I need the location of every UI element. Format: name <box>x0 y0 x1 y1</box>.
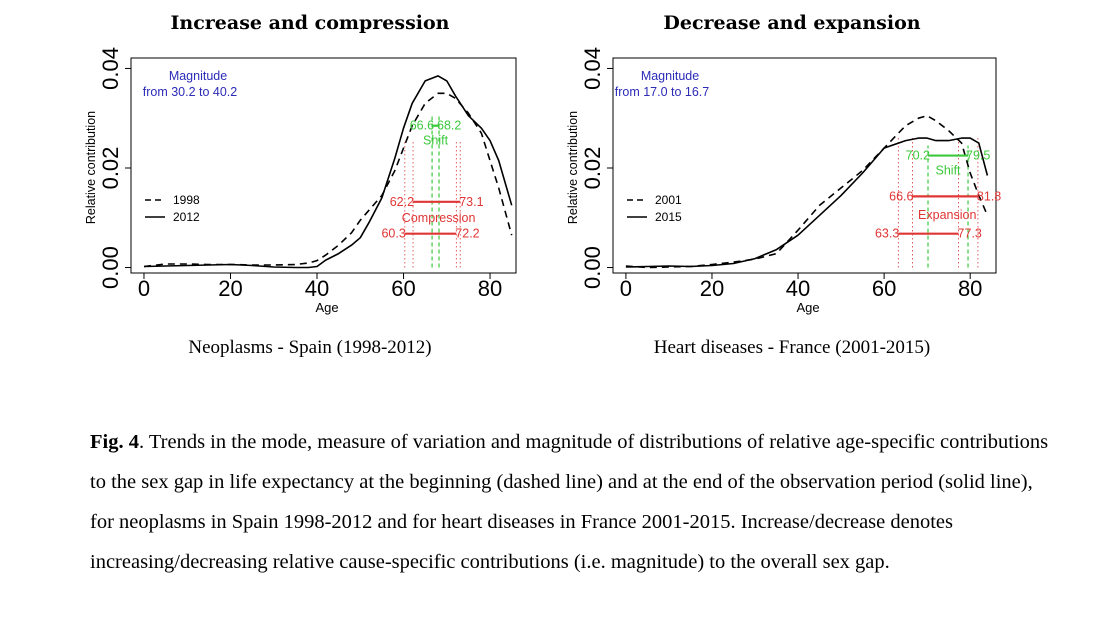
x-tick-label: 80 <box>958 276 982 301</box>
spread-to-label: 72.2 <box>455 227 479 241</box>
y-tick-label: 0.04 <box>98 47 123 90</box>
chart-panel-2: Decrease and expansion Heart diseases - F… <box>566 12 1001 358</box>
plot-frame <box>612 57 997 274</box>
spread-to-label: 81.8 <box>977 189 1001 203</box>
x-axis-label: Age <box>796 300 819 315</box>
y-axis-label: Relative contribution <box>566 111 580 224</box>
x-tick-label: 20 <box>700 276 724 301</box>
x-tick-label: 0 <box>620 276 632 301</box>
x-tick-label: 80 <box>478 276 502 301</box>
x-tick-label: 60 <box>391 276 415 301</box>
spread-to-label: 73.1 <box>459 195 483 209</box>
y-tick-label: 0.00 <box>580 246 605 289</box>
magnitude-label: Magnitude <box>641 69 699 83</box>
magnitude-value: from 30.2 to 40.2 <box>143 85 238 99</box>
y-tick-label: 0.02 <box>580 147 605 190</box>
magnitude-label: Magnitude <box>169 69 227 83</box>
spread-to-label: 77.3 <box>958 227 982 241</box>
chart-title: Increase and compression <box>171 12 450 34</box>
legend-label: 1998 <box>173 193 200 207</box>
shift-to-label: 68.2 <box>437 119 461 133</box>
shift-to-label: 79.5 <box>966 149 990 163</box>
shift-label: Shift <box>936 164 962 178</box>
legend-label: 2001 <box>655 193 682 207</box>
spread-from-label: 60.3 <box>381 227 405 241</box>
magnitude-value: from 17.0 to 16.7 <box>615 85 710 99</box>
figure-caption: Fig. 4. Trends in the mode, measure of v… <box>90 422 1050 582</box>
caption-label: Fig. 4 <box>90 431 139 453</box>
x-tick-label: 20 <box>218 276 242 301</box>
spread-from-label: 66.6 <box>889 189 913 203</box>
x-tick-label: 0 <box>138 276 150 301</box>
y-axis-label: Relative contribution <box>84 111 98 224</box>
chart-subtitle: Neoplasms - Spain (1998-2012) <box>188 337 431 358</box>
spread-label: Compression <box>402 211 476 225</box>
x-tick-label: 40 <box>786 276 810 301</box>
legend-label: 2015 <box>655 210 682 224</box>
series-line-2015 <box>625 137 989 268</box>
caption-text: . Trends in the mode, measure of variati… <box>90 431 1049 573</box>
figure-charts: Increase and compression Neoplasms - Spai… <box>84 12 1001 358</box>
spread-from-label: 62.2 <box>390 195 414 209</box>
chart-panel-1: Increase and compression Neoplasms - Spai… <box>84 12 517 358</box>
chart-subtitle: Heart diseases - France (2001-2015) <box>654 337 930 358</box>
x-tick-label: 60 <box>872 276 896 301</box>
series-line-2012 <box>143 75 513 269</box>
y-tick-label: 0.00 <box>98 246 123 289</box>
spread-label: Expansion <box>918 208 976 222</box>
legend-label: 2012 <box>173 210 200 224</box>
chart-title: Decrease and expansion <box>663 12 920 34</box>
y-tick-label: 0.02 <box>98 147 123 190</box>
plot-frame <box>130 57 517 274</box>
x-axis-label: Age <box>315 300 338 315</box>
y-tick-label: 0.04 <box>580 47 605 90</box>
shift-label: Shift <box>423 134 449 148</box>
spread-from-label: 63.3 <box>875 227 899 241</box>
series-line-2001 <box>625 114 989 269</box>
shift-from-label: 66.6 <box>410 119 434 133</box>
shift-from-label: 70.2 <box>906 149 930 163</box>
x-tick-label: 40 <box>305 276 329 301</box>
